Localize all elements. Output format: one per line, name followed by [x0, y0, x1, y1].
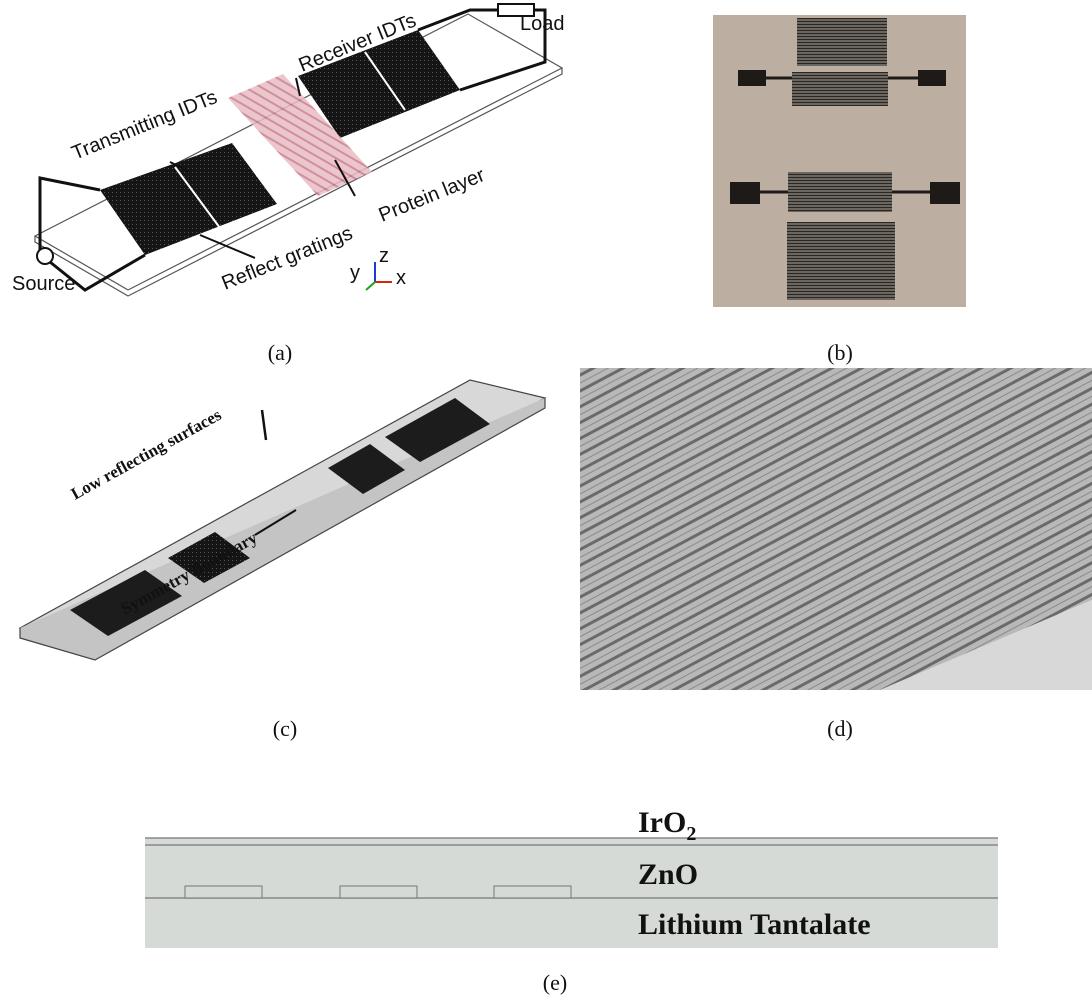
panel-e: IrO2 ZnO Lithium Tantalate (e)	[145, 806, 998, 995]
panel-b: (b)	[713, 15, 966, 365]
label: Protein layer	[376, 164, 489, 227]
label: Source	[12, 273, 75, 295]
pad	[738, 70, 766, 86]
subscript: 2	[686, 823, 696, 845]
panel-label: (c)	[273, 716, 297, 741]
panel-a: Load Receiver IDTs Transmitting IDTs Pro…	[12, 4, 565, 365]
axis-label: x	[396, 267, 406, 289]
label: Load	[520, 13, 565, 35]
label: Low reflecting surfaces	[68, 405, 225, 504]
figure: Load Receiver IDTs Transmitting IDTs Pro…	[0, 0, 1092, 998]
electrode	[185, 886, 262, 898]
pad	[918, 70, 946, 86]
panel-c: Low reflecting surfaces Symmetry Boundar…	[20, 380, 545, 741]
idt	[792, 72, 888, 106]
panel-label: (e)	[543, 970, 567, 995]
axis	[366, 282, 375, 290]
axis-label: z	[379, 245, 389, 267]
panel-label: (a)	[268, 340, 292, 365]
arrow	[262, 410, 266, 440]
panel-d: (d)	[580, 368, 1092, 741]
panel-label: (b)	[827, 340, 853, 365]
idt	[787, 222, 895, 300]
source-symbol	[37, 248, 53, 264]
layer-label: Lithium Tantalate	[638, 908, 871, 941]
idt	[797, 18, 887, 66]
idt	[788, 172, 892, 212]
layer-text: IrO	[638, 806, 686, 839]
axis-label: y	[350, 262, 360, 284]
electrode	[340, 886, 417, 898]
pad	[930, 182, 960, 204]
panel-label: (d)	[827, 716, 853, 741]
pad	[730, 182, 760, 204]
electrode	[494, 886, 571, 898]
layer-label: ZnO	[638, 858, 698, 891]
